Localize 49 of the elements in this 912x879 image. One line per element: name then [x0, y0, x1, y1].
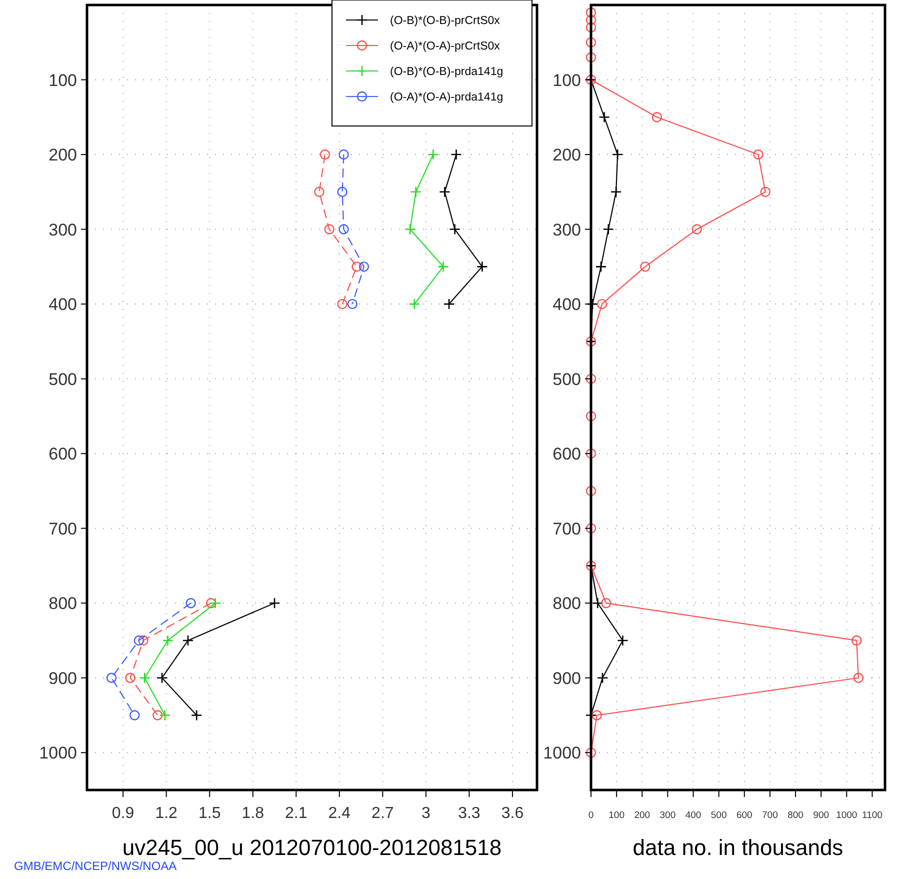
y-tick-label: 900	[48, 668, 77, 688]
y-tick-label: 200	[48, 146, 77, 165]
x-tick-label: 2.7	[372, 805, 394, 822]
legend-label: (O-B)*(O-B)-prCrtS0x	[390, 15, 500, 27]
x-tick-label: 200	[634, 810, 650, 821]
legend-label: (O-B)*(O-B)-prda141g	[390, 66, 504, 78]
y-tick-label: 900	[552, 668, 581, 688]
x-tick-label: 1.5	[198, 805, 221, 822]
x-tick-label: 0	[588, 810, 594, 821]
x-tick-label: 100	[608, 810, 624, 821]
y-tick-label: 800	[552, 594, 581, 614]
y-tick-label: 400	[552, 295, 581, 314]
x-tick-label: 2.4	[328, 805, 351, 822]
x-tick-label: 1.8	[242, 805, 264, 822]
y-tick-label: 500	[552, 370, 581, 389]
x-tick-label: 300	[660, 810, 676, 821]
x-tick-label: 700	[762, 810, 778, 821]
x-tick-label: 3	[421, 805, 430, 822]
x-tick-label: 2.1	[285, 805, 308, 822]
y-tick-label: 100	[552, 70, 581, 90]
x-tick-label: 1.2	[155, 805, 178, 822]
y-tick-label: 300	[552, 220, 581, 240]
x-tick-label: 1000	[836, 810, 858, 821]
y-tick-label: 600	[552, 444, 581, 464]
y-tick-label: 700	[48, 519, 77, 538]
x-tick-label: 900	[813, 810, 830, 821]
x-tick-label: 500	[710, 810, 727, 821]
y-tick-label: 400	[48, 295, 77, 314]
legend-label: (O-A)*(O-A)-prCrtS0x	[390, 40, 500, 52]
legend-label: (O-A)*(O-A)-prda141g	[390, 92, 504, 104]
y-tick-label: 500	[48, 370, 77, 389]
y-tick-label: 100	[48, 70, 77, 90]
text: GMB/EMC/NCEP/NWS/NOAA	[14, 859, 177, 873]
y-tick-label: 800	[48, 594, 77, 614]
x-axis-title: data no. in thousands	[632, 835, 844, 860]
y-tick-label: 300	[48, 220, 77, 240]
x-tick-label: 800	[788, 810, 804, 821]
x-axis-title: uv245_00_u 2012070100-2012081518	[122, 835, 502, 860]
y-tick-label: 1000	[39, 744, 77, 763]
y-tick-label: 700	[552, 519, 581, 538]
y-tick-label: 600	[48, 444, 77, 464]
x-tick-label: 3.6	[501, 805, 524, 822]
x-tick-label: 1100	[862, 810, 882, 821]
x-tick-label: 0.9	[112, 805, 134, 822]
x-tick-label: 600	[736, 810, 752, 821]
y-tick-label: 1000	[543, 744, 581, 763]
x-tick-label: 400	[685, 810, 702, 821]
y-tick-label: 200	[552, 146, 581, 165]
x-tick-label: 3.3	[458, 805, 480, 822]
